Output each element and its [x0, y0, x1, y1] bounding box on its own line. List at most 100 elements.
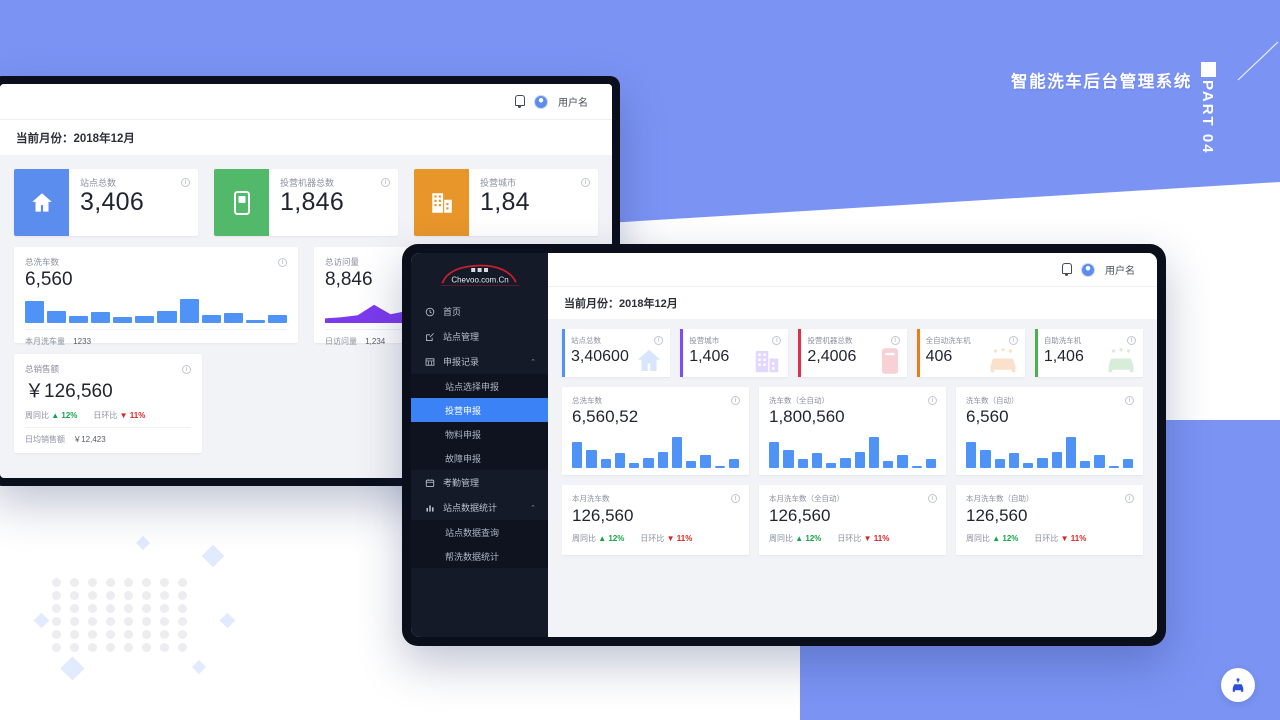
stat-card-self-service-washers[interactable]: 自助洗车机 1,406 i [1034, 329, 1144, 377]
info-icon[interactable]: i [731, 396, 740, 405]
info-icon[interactable]: i [278, 257, 287, 267]
sidebar-item-site-data-query[interactable]: 站点数据查询 [411, 520, 548, 544]
info-icon[interactable]: i [1125, 396, 1134, 405]
card-label: 本月洗车数（全自动） [769, 494, 844, 503]
info-icon[interactable]: i [731, 494, 740, 503]
month-card-self-service[interactable]: 本月洗车数（自助） 126,560 i 周同比 ▲ 12% 日环比 ▼ [956, 485, 1143, 555]
card-body: 投营城市 i 1,84 [469, 169, 598, 236]
card-value: 1,406 [1043, 348, 1084, 365]
footer-label: 日访问量 [325, 337, 357, 346]
sidebar-item-declaration-records[interactable]: 申报记录 ⌃ [411, 349, 548, 374]
info-icon[interactable]: i [1008, 336, 1018, 345]
info-icon[interactable]: i [772, 336, 782, 345]
sidebar-item-label: 投营申报 [445, 405, 482, 416]
sidebar-item-site-select-declaration[interactable]: 站点选择申报 [411, 374, 548, 398]
chart-card-total-washes[interactable]: 总洗车数 6,560,52 i [562, 387, 749, 475]
logo[interactable]: Chevoo.com.Cn [411, 253, 548, 299]
card-value: 1,84 [480, 188, 530, 216]
stat-card-auto-washers[interactable]: 全自动洗车机 406 i [916, 329, 1025, 377]
carwash-icon [1232, 678, 1244, 692]
month-card-total[interactable]: 本月洗车数 126,560 i 周同比 ▲ 12% 日环比 ▼ [562, 485, 749, 555]
comparison-row: 周同比 ▲ 12% 日环比 ▼ 11% [572, 533, 739, 544]
day-comparison: 日环比 ▼ 11% [640, 533, 692, 544]
carwash-icon [1108, 348, 1134, 373]
chart-card-washes-auto[interactable]: 洗车数（自动） 6,560 i [956, 387, 1143, 475]
week-value: 12% [61, 411, 78, 420]
chevron-up-icon[interactable]: ⌃ [530, 504, 536, 512]
stat-card-machines[interactable]: 投营机器总数 i 1,846 [214, 169, 398, 236]
info-icon[interactable]: i [1127, 336, 1137, 345]
card-label: 投营城市 [480, 178, 517, 188]
sidebar-item-material-declaration[interactable]: 物料申报 [411, 422, 548, 446]
comparison-row: 周同比 ▲ 12% 日环比 ▼ 11% [25, 410, 191, 421]
sidebar-item-fault-declaration[interactable]: 故障申报 [411, 446, 548, 470]
front-screen: Chevoo.com.Cn 首页 站点管理 [411, 253, 1157, 637]
month-card-full-auto[interactable]: 本月洗车数（全自动） 126,560 i 周同比 ▲ 12% 日环比 ▼ [759, 485, 946, 555]
floating-action-button[interactable] [1221, 668, 1255, 702]
front-stat-card-row: 站点总数 3,40600 i 投营城市 1,406 i [562, 329, 1144, 377]
info-icon[interactable]: i [1125, 494, 1134, 503]
bar-chart-washes-auto [966, 434, 1133, 468]
stat-card-cities[interactable]: 投营城市 1,406 i [680, 329, 789, 377]
day-comparison: 日环比 ▼ 11% [837, 533, 889, 544]
sidebar-item-attendance[interactable]: 考勤管理 [411, 470, 548, 495]
accent-bar [798, 329, 802, 377]
title-connector-line [1237, 41, 1279, 81]
sidebar-item-site-management[interactable]: 站点管理 [411, 324, 548, 349]
day-label: 日环比 [837, 534, 862, 543]
info-icon[interactable]: i [581, 178, 590, 187]
info-icon[interactable]: i [654, 336, 664, 345]
day-dir-icon: ▼ [863, 534, 872, 543]
bell-icon[interactable] [1061, 263, 1072, 276]
day-value: 11% [1070, 534, 1087, 543]
username-label[interactable]: 用户名 [558, 98, 588, 109]
info-icon[interactable]: i [890, 336, 900, 345]
week-value: 12% [805, 534, 822, 543]
card-total-sales[interactable]: 总销售额 i ￥126,560 周同比 ▲ 12% 日环比 ▼ 11% [14, 354, 202, 453]
sidebar-submenu-statistics: 站点数据查询 帮洗数据统计 [411, 520, 548, 568]
week-value: 12% [1002, 534, 1019, 543]
week-value: 12% [608, 534, 625, 543]
card-footer: 本月洗车量 1233 [25, 329, 287, 347]
week-comparison: 周同比 ▲ 12% [25, 410, 77, 421]
info-icon[interactable]: i [182, 364, 191, 374]
stat-card-total-machines[interactable]: 投营机器总数 2,4006 i [798, 329, 907, 377]
card-footer: 日均销售额 ￥12,423 [25, 427, 191, 445]
bar-chart-total-washes [25, 297, 287, 323]
chart-card-total-washes[interactable]: 总洗车数 i 6,560 本月洗车量 1233 [14, 247, 298, 346]
sidebar-item-site-statistics[interactable]: 站点数据统计 ⌃ [411, 495, 548, 520]
chart-card-washes-full-auto[interactable]: 洗车数（全自动） 1,800,560 i [759, 387, 946, 475]
card-label: 自助洗车机 [1043, 336, 1082, 345]
home-icon [425, 307, 435, 316]
chevron-up-icon[interactable]: ⌃ [530, 358, 536, 366]
bell-icon[interactable] [514, 95, 525, 108]
card-value: 6,560 [966, 407, 1009, 426]
card-value: 1,406 [689, 348, 730, 365]
back-topbar: 用户名 [0, 84, 612, 120]
day-label: 日环比 [1034, 534, 1059, 543]
calendar-icon [425, 478, 435, 487]
bar-chart-total-washes [572, 434, 739, 468]
week-dir-icon: ▲ [51, 411, 60, 420]
info-icon[interactable]: i [381, 178, 390, 187]
footer-value: ￥12,423 [73, 435, 106, 444]
part-badge: PART 04 [1195, 62, 1235, 155]
username-label[interactable]: 用户名 [1105, 266, 1135, 277]
card-value: 3,40600 [571, 348, 629, 365]
page-title: 智能洗车后台管理系统 [1011, 73, 1192, 91]
info-icon[interactable]: i [928, 494, 937, 503]
sidebar-item-operation-declaration[interactable]: 投营申报 [411, 398, 548, 422]
info-icon[interactable]: i [181, 178, 190, 187]
avatar[interactable] [534, 94, 548, 109]
stat-card-cities[interactable]: 投营城市 i 1,84 [414, 169, 598, 236]
stat-card-sites[interactable]: 站点总数 i 3,406 [14, 169, 198, 236]
front-device-frame: Chevoo.com.Cn 首页 站点管理 [402, 244, 1166, 646]
info-icon[interactable]: i [928, 396, 937, 405]
sidebar-item-wash-help-statistics[interactable]: 帮洗数据统计 [411, 544, 548, 568]
day-label: 日环比 [640, 534, 665, 543]
avatar[interactable] [1081, 262, 1095, 277]
sidebar-item-home[interactable]: 首页 [411, 299, 548, 324]
home-icon [31, 192, 52, 212]
stat-card-total-sites[interactable]: 站点总数 3,40600 i [562, 329, 671, 377]
logo-text: Chevoo.com.Cn [451, 275, 508, 284]
